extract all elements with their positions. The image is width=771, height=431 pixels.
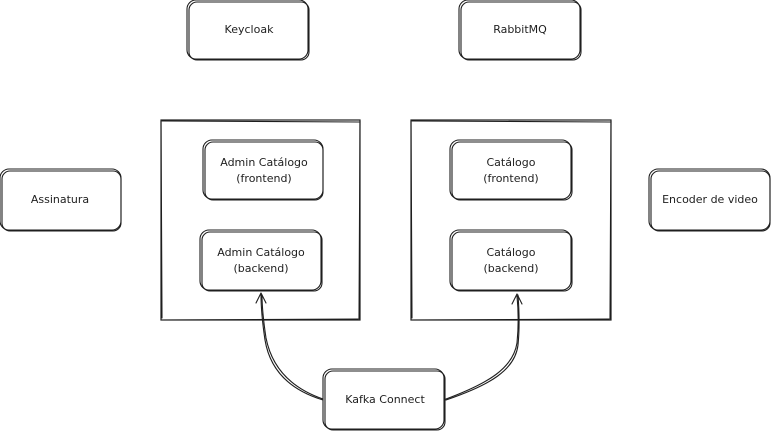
admin-frontend-line1: Admin Catálogo: [220, 156, 308, 169]
catalogo-backend-node[interactable]: Catálogo (backend): [449, 229, 573, 292]
admin-frontend-line2: (frontend): [236, 172, 291, 185]
admin-frontend-node[interactable]: Admin Catálogo (frontend): [202, 139, 324, 201]
admin-backend-line2: (backend): [233, 262, 288, 275]
assinatura-label: Assinatura: [31, 193, 89, 206]
kafka-connect-label: Kafka Connect: [345, 393, 425, 406]
arrow-kafka-to-admin-backend: [255, 292, 324, 401]
catalogo-frontend-node[interactable]: Catálogo (frontend): [449, 139, 573, 201]
rabbitmq-node[interactable]: RabbitMQ: [458, 0, 582, 61]
catalogo-frontend-line1: Catálogo: [487, 156, 536, 169]
kafka-connect-node[interactable]: Kafka Connect: [322, 368, 446, 431]
catalogo-backend-line2: (backend): [483, 262, 538, 275]
encoder-label: Encoder de video: [662, 193, 758, 206]
arrow-kafka-to-catalogo-backend: [445, 293, 523, 401]
rabbitmq-label: RabbitMQ: [493, 23, 547, 36]
keycloak-label: Keycloak: [225, 23, 275, 36]
admin-backend-node[interactable]: Admin Catálogo (backend): [199, 229, 323, 292]
encoder-node[interactable]: Encoder de video: [648, 168, 771, 232]
admin-backend-line1: Admin Catálogo: [217, 246, 305, 259]
catalogo-frontend-line2: (frontend): [483, 172, 538, 185]
assinatura-node[interactable]: Assinatura: [0, 168, 122, 232]
catalogo-backend-line1: Catálogo: [487, 246, 536, 259]
keycloak-node[interactable]: Keycloak: [186, 0, 310, 61]
